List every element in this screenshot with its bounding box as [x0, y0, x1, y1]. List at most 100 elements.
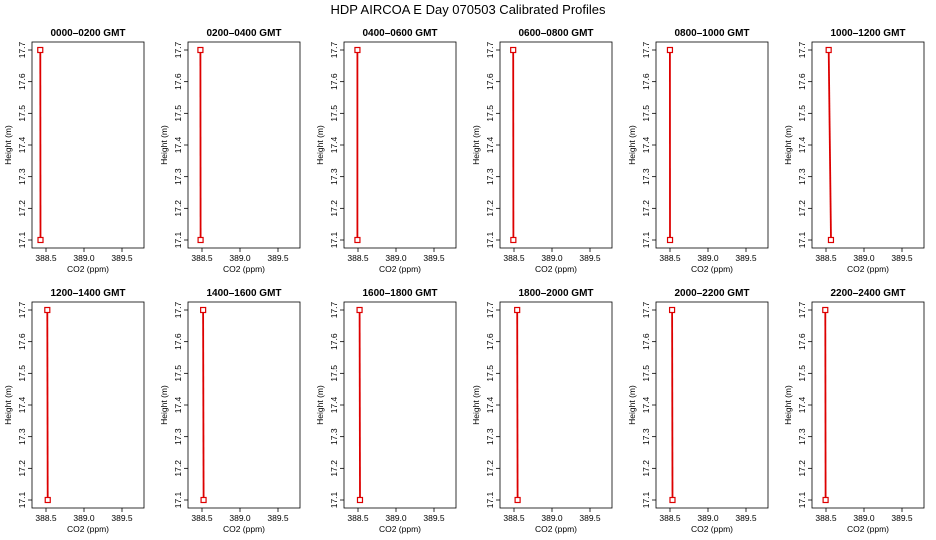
y-axis-label: Height (m) [3, 385, 13, 425]
x-tick-label: 388.5 [347, 253, 369, 263]
y-tick-label: 17.3 [173, 428, 183, 445]
y-tick-label: 17.2 [173, 460, 183, 477]
panel-title: 1800–2000 GMT [518, 288, 593, 299]
y-tick-label: 17.5 [797, 365, 807, 382]
y-axis-label: Height (m) [783, 125, 793, 165]
panel-6: 1000–1200 GMT 388.5 389.0 389.5 17.1 17.2 17.3… [783, 28, 925, 274]
y-tick-label: 17.6 [797, 73, 807, 90]
y-tick-label: 17.2 [797, 460, 807, 477]
x-axis-label: CO2 (ppm) [847, 524, 889, 534]
y-tick-label: 17.5 [485, 365, 495, 382]
panel-grid: 0000–0200 GMT 388.5 389.0 389.5 17.1 17.2 17.3… [3, 28, 925, 534]
y-axis-label: Height (m) [627, 385, 637, 425]
y-tick-label: 17.7 [173, 301, 183, 318]
x-axis-label: CO2 (ppm) [67, 524, 109, 534]
y-axis-label: Height (m) [3, 125, 13, 165]
y-tick-label: 17.7 [485, 301, 495, 318]
y-tick-label: 17.6 [329, 333, 339, 350]
x-tick-label: 388.5 [191, 253, 213, 263]
y-tick-label: 17.4 [173, 136, 183, 153]
panel-title: 0800–1000 GMT [674, 28, 749, 39]
panel-title: 1200–1400 GMT [50, 288, 125, 299]
y-tick-label: 17.7 [17, 41, 27, 58]
x-tick-label: 389.5 [891, 513, 913, 523]
panel-title: 2000–2200 GMT [674, 288, 749, 299]
y-tick-label: 17.5 [329, 365, 339, 382]
y-tick-label: 17.6 [173, 333, 183, 350]
y-tick-label: 17.3 [641, 428, 651, 445]
y-tick-label: 17.3 [485, 168, 495, 185]
y-axis-label: Height (m) [315, 385, 325, 425]
y-tick-label: 17.2 [485, 460, 495, 477]
x-axis-label: CO2 (ppm) [379, 524, 421, 534]
y-tick-label: 17.5 [641, 365, 651, 382]
profile-point [514, 306, 521, 314]
x-axis-label: CO2 (ppm) [847, 264, 889, 274]
x-tick-label: 389.0 [697, 513, 719, 523]
y-tick-label: 17.6 [485, 333, 495, 350]
plot-frame [811, 301, 925, 509]
plot-frame [31, 41, 145, 249]
x-tick-label: 389.0 [73, 253, 95, 263]
x-tick-label: 389.0 [73, 513, 95, 523]
x-tick-label: 389.5 [891, 253, 913, 263]
profile-point [666, 236, 674, 244]
profile-point [356, 496, 364, 504]
y-tick-label: 17.3 [797, 168, 807, 185]
y-tick-label: 17.7 [641, 41, 651, 58]
y-tick-label: 17.2 [797, 200, 807, 217]
y-tick-label: 17.1 [485, 491, 495, 508]
profile-point [510, 46, 517, 54]
x-tick-label: 389.5 [267, 253, 289, 263]
y-tick-label: 17.5 [173, 105, 183, 122]
y-axis-label: Height (m) [627, 125, 637, 165]
x-tick-label: 389.5 [423, 513, 445, 523]
profile-point [44, 496, 51, 504]
y-tick-label: 17.5 [797, 105, 807, 122]
y-tick-label: 17.6 [797, 333, 807, 350]
y-tick-label: 17.4 [329, 136, 339, 153]
y-tick-label: 17.3 [797, 428, 807, 445]
profile-point [822, 496, 829, 504]
panel-title: 1400–1600 GMT [206, 288, 281, 299]
y-tick-label: 17.5 [485, 105, 495, 122]
x-tick-label: 389.0 [697, 253, 719, 263]
y-tick-label: 17.6 [17, 73, 27, 90]
plot-frame [655, 41, 769, 249]
y-tick-label: 17.7 [329, 301, 339, 318]
y-tick-label: 17.3 [329, 168, 339, 185]
y-tick-label: 17.7 [485, 41, 495, 58]
y-tick-label: 17.6 [329, 73, 339, 90]
y-axis-label: Height (m) [471, 385, 481, 425]
panel-1: 0000–0200 GMT 388.5 389.0 389.5 17.1 17.2 17.3… [3, 28, 145, 274]
profile-point [197, 236, 204, 244]
y-tick-label: 17.2 [641, 200, 651, 217]
profile-point [200, 496, 207, 504]
x-tick-label: 389.0 [853, 253, 875, 263]
x-axis-label: CO2 (ppm) [223, 264, 265, 274]
y-tick-label: 17.5 [173, 365, 183, 382]
y-tick-label: 17.4 [797, 136, 807, 153]
y-tick-label: 17.6 [173, 73, 183, 90]
plot-frame [499, 41, 613, 249]
y-tick-label: 17.4 [485, 136, 495, 153]
x-tick-label: 389.5 [735, 253, 757, 263]
x-tick-label: 389.5 [111, 513, 133, 523]
plot-frame [343, 41, 457, 249]
profile-point [510, 236, 517, 244]
y-tick-label: 17.5 [17, 365, 27, 382]
y-tick-label: 17.3 [17, 428, 27, 445]
y-tick-label: 17.7 [329, 41, 339, 58]
y-tick-label: 17.6 [17, 333, 27, 350]
x-tick-label: 389.5 [111, 253, 133, 263]
x-tick-label: 388.5 [35, 513, 57, 523]
panel-10: 1800–2000 GMT 388.5 389.0 389.5 17.1 17.2 17.3… [471, 288, 613, 534]
y-tick-label: 17.6 [485, 73, 495, 90]
y-tick-label: 17.3 [17, 168, 27, 185]
panel-title: 0000–0200 GMT [50, 28, 125, 39]
y-tick-label: 17.1 [797, 231, 807, 248]
figure-title: HDP AIRCOA E Day 070503 Calibrated Profi… [330, 2, 606, 17]
x-tick-label: 389.0 [853, 513, 875, 523]
y-tick-label: 17.2 [329, 460, 339, 477]
